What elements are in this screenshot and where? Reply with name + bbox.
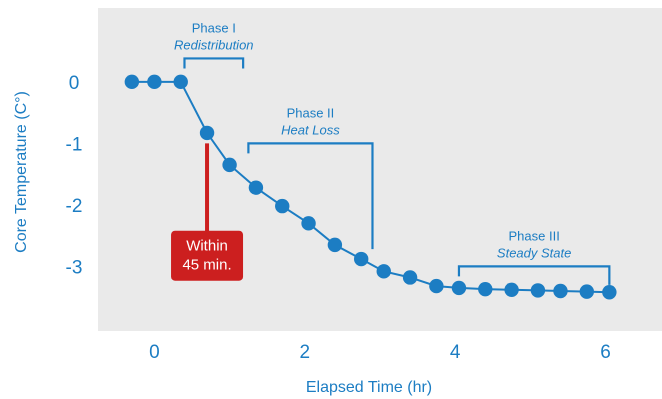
callout-text: 45 min. (182, 257, 231, 274)
phase-bracket (457, 265, 611, 285)
phase-subtitle: Heat Loss (281, 122, 340, 137)
data-point (275, 198, 290, 214)
data-points (124, 74, 617, 300)
x-tick-label: 0 (149, 342, 160, 363)
data-point (199, 125, 215, 141)
callout-box (171, 230, 244, 281)
y-tick-label: 0 (69, 73, 80, 94)
y-tick-labels: 0 -1 -2 -3 (66, 73, 83, 279)
plot-area (98, 8, 662, 331)
y-tick-label: -2 (66, 196, 83, 217)
x-tick-label: 6 (600, 342, 611, 363)
data-point (124, 74, 140, 90)
x-tick-label: 2 (300, 342, 311, 363)
data-point (451, 280, 467, 296)
callout-text: Within (186, 238, 228, 255)
phase-bracket (183, 57, 245, 69)
data-point (602, 285, 617, 300)
data-point (327, 237, 343, 253)
data-point (504, 282, 519, 297)
data-point (376, 264, 391, 279)
data-point (429, 278, 444, 294)
data-point (579, 284, 594, 299)
data-point (354, 251, 369, 267)
data-point (530, 283, 546, 298)
data-point (301, 216, 316, 231)
y-axis-label: Core Temperature (C°) (13, 91, 30, 253)
callout: Within 45 min. (171, 143, 244, 281)
phase-title: Phase III (509, 228, 560, 243)
data-point (173, 74, 188, 90)
x-axis-label: Elapsed Time (hr) (306, 379, 432, 396)
data-point (222, 157, 237, 173)
data-point (147, 74, 162, 90)
phase-brackets: Phase I Redistribution Phase II Heat Loss Ph… (174, 20, 611, 285)
phase-title: Phase II (287, 105, 335, 120)
data-point (248, 180, 264, 195)
phase-bracket (247, 142, 374, 250)
x-tick-label: 4 (450, 342, 461, 363)
x-tick-labels: 0 2 4 6 (149, 342, 611, 363)
phase-subtitle: Steady State (497, 245, 571, 260)
y-tick-label: -1 (66, 134, 83, 155)
data-point (402, 270, 418, 285)
y-tick-label: -3 (66, 257, 83, 278)
phase-title: Phase I (192, 20, 236, 35)
phase-subtitle: Redistribution (174, 37, 254, 52)
data-point (478, 281, 493, 297)
data-point (553, 283, 568, 299)
